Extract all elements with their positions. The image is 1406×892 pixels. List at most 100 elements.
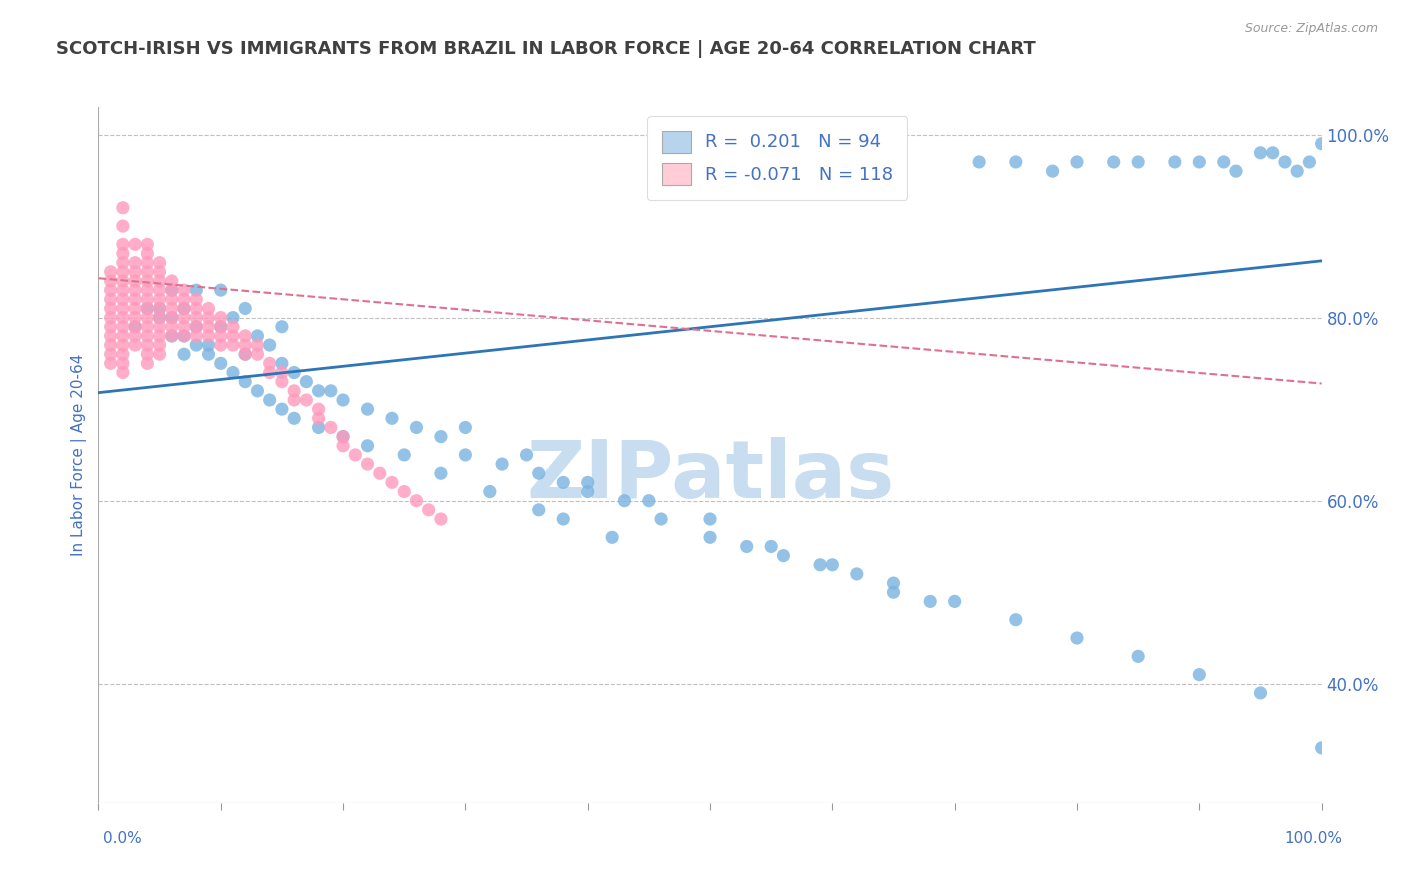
Point [186,310,208,325]
Point [259,338,281,352]
Point [295,392,318,407]
Point [308,420,330,434]
Point [100,265,122,279]
Point [515,448,537,462]
Point [160,319,183,334]
Point [259,392,281,407]
Point [186,329,208,343]
Point [735,540,758,554]
Point [197,329,219,343]
Point [222,329,245,343]
Point [1310,136,1333,151]
Y-axis label: In Labor Force | Age 20-64: In Labor Force | Age 20-64 [72,354,87,556]
Point [246,347,269,361]
Point [124,293,146,307]
Point [600,530,623,544]
Point [149,274,172,288]
Point [186,338,208,352]
Point [650,512,672,526]
Point [319,420,342,434]
Point [1286,164,1309,178]
Point [1042,164,1064,178]
Point [295,375,318,389]
Point [173,329,195,343]
Point [943,594,966,608]
Point [100,338,122,352]
Point [100,347,122,361]
Text: Source: ZipAtlas.com: Source: ZipAtlas.com [1244,22,1378,36]
Point [332,429,354,443]
Point [883,585,905,599]
Point [1004,155,1026,169]
Point [186,319,208,334]
Point [111,329,134,343]
Point [392,484,416,499]
Point [222,319,245,334]
Point [100,283,122,297]
Point [136,319,159,334]
Point [136,338,159,352]
Point [1128,649,1150,664]
Point [160,301,183,316]
Point [430,467,453,481]
Point [527,467,550,481]
Point [209,356,232,370]
Point [111,237,134,252]
Point [553,512,575,526]
Point [136,274,159,288]
Point [149,347,172,361]
Point [173,301,195,316]
Point [308,384,330,398]
Point [233,338,256,352]
Point [1188,155,1211,169]
Point [821,558,844,572]
Point [308,411,330,425]
Point [124,338,146,352]
Point [149,301,172,316]
Point [283,384,305,398]
Point [100,329,122,343]
Point [124,301,146,316]
Text: 0.0%: 0.0% [103,831,142,846]
Point [356,402,378,417]
Point [100,319,122,334]
Point [430,512,453,526]
Point [186,301,208,316]
Point [111,310,134,325]
Point [149,310,172,325]
Point [246,384,269,398]
Point [1310,740,1333,755]
Point [136,265,159,279]
Point [160,310,183,325]
Point [1274,155,1296,169]
Point [418,503,440,517]
Point [405,420,427,434]
Point [149,293,172,307]
Point [149,283,172,297]
Point [233,329,256,343]
Point [1298,155,1320,169]
Point [761,540,783,554]
Point [111,338,134,352]
Point [283,411,305,425]
Point [197,310,219,325]
Point [270,402,294,417]
Point [283,366,305,380]
Point [160,274,183,288]
Point [100,356,122,370]
Point [270,366,294,380]
Point [100,293,122,307]
Point [160,310,183,325]
Point [136,301,159,316]
Point [392,448,416,462]
Point [111,274,134,288]
Point [136,293,159,307]
Point [124,283,146,297]
Point [381,411,404,425]
Point [883,576,905,591]
Point [173,329,195,343]
Point [124,319,146,334]
Point [381,475,404,490]
Point [197,319,219,334]
Point [136,246,159,260]
